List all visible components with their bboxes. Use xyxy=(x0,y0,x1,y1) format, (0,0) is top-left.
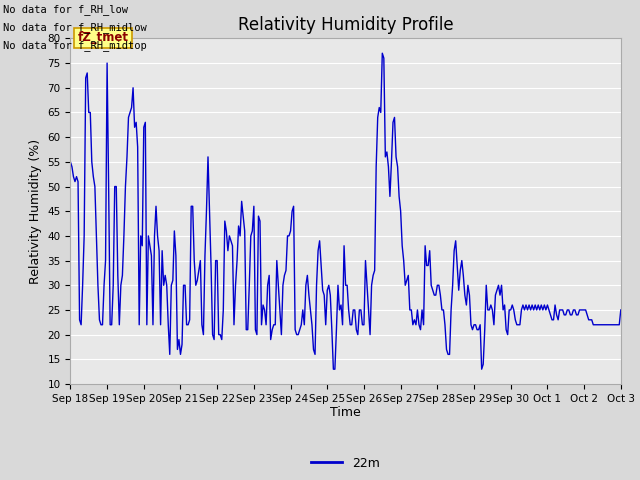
X-axis label: Time: Time xyxy=(330,407,361,420)
Text: No data for f_RH_midtop: No data for f_RH_midtop xyxy=(3,40,147,51)
Legend: 22m: 22m xyxy=(306,452,385,475)
Text: No data for f_RH_low: No data for f_RH_low xyxy=(3,4,128,15)
Text: fZ_tmet: fZ_tmet xyxy=(77,31,129,44)
Y-axis label: Relativity Humidity (%): Relativity Humidity (%) xyxy=(29,139,42,284)
Title: Relativity Humidity Profile: Relativity Humidity Profile xyxy=(238,16,453,34)
Text: No data for f_RH_midlow: No data for f_RH_midlow xyxy=(3,22,147,33)
